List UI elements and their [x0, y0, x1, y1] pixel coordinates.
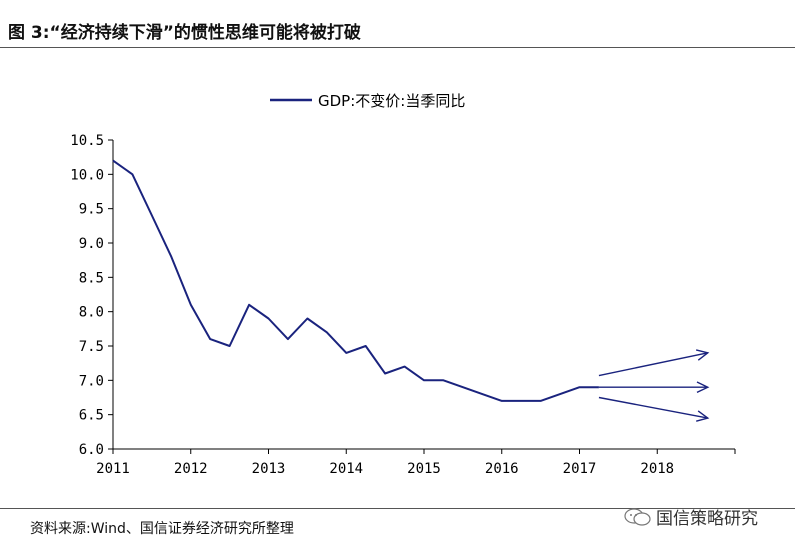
arrow-head: [696, 381, 710, 394]
arrow-shaft: [598, 352, 708, 377]
bottom-divider: [0, 508, 795, 509]
y-tick-label: 6.5: [79, 408, 104, 424]
watermark: 国信策略研究: [624, 504, 758, 529]
y-tick-label: 8.0: [79, 305, 104, 321]
series-line-gdp: [112, 159, 599, 402]
x-tick-label: 2011: [96, 461, 130, 477]
source-note: 资料来源:Wind、国信证券经济研究所整理: [30, 521, 294, 537]
series-group: [112, 159, 599, 402]
page-title: 图 3:“经济持续下滑”的惯性思维可能将被打破: [8, 23, 361, 43]
y-tick-label: 8.5: [79, 270, 104, 286]
y-axis-ticks: 6.0 6.5 7.0 7.5 8.0 8.5 9.0 9.5 10.0 10.5: [70, 133, 113, 458]
arrow-shaft: [598, 396, 708, 419]
y-tick-label: 9.5: [79, 202, 104, 218]
x-tick-label: 2013: [252, 461, 286, 477]
x-tick-label: 2018: [640, 461, 674, 477]
top-divider: [0, 47, 795, 48]
arrow-head: [695, 349, 710, 361]
arrow-head: [696, 410, 710, 422]
chart-axes: [112, 140, 735, 450]
forecast-arrows: [598, 349, 710, 422]
chart-legend: GDP:不变价:当季同比: [270, 92, 465, 110]
y-tick-label: 10.0: [70, 167, 104, 183]
x-tick-label: 2012: [174, 461, 208, 477]
watermark-text: 国信策略研究: [656, 509, 758, 529]
x-axis-ticks: 2011 2012 2013 2014 2015 2016 2017 2018: [96, 449, 736, 477]
wechat-icon: [624, 507, 652, 527]
y-tick-label: 7.0: [79, 373, 104, 389]
x-tick-label: 2015: [407, 461, 441, 477]
y-tick-label: 9.0: [79, 236, 104, 252]
y-tick-label: 6.0: [79, 442, 104, 458]
gdp-line-chart: GDP:不变价:当季同比 6.0 6.5 7.0 7.5 8.0 8.5 9.0 9.5 10.…: [70, 92, 736, 477]
y-tick-label: 7.5: [79, 339, 104, 355]
legend-label: GDP:不变价:当季同比: [318, 92, 465, 110]
y-tick-label: 10.5: [70, 133, 104, 149]
x-tick-label: 2016: [485, 461, 519, 477]
x-tick-label: 2014: [329, 461, 363, 477]
x-tick-label: 2017: [563, 461, 597, 477]
